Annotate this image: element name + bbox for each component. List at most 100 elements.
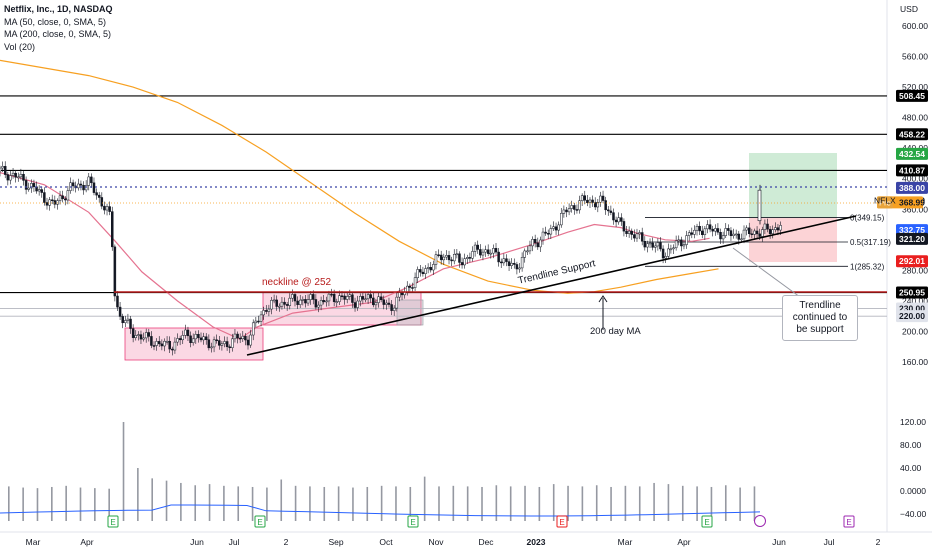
candle-body (50, 199, 54, 202)
candle-body (466, 257, 469, 259)
candle-body (565, 209, 568, 213)
volume-bar (739, 487, 741, 521)
volume-bar (624, 485, 627, 521)
candle-body (700, 230, 704, 235)
price-tag-label-2: 410.87 (899, 165, 925, 175)
candle-body (507, 261, 511, 266)
price-tag-1[interactable] (896, 128, 928, 141)
candle-body (471, 251, 474, 259)
price-tag-label-10: 292.01 (899, 256, 925, 266)
candle-body (108, 206, 111, 212)
candle-body (661, 248, 665, 259)
price-tag-4[interactable] (896, 147, 928, 160)
x-tick-10: Mar (618, 537, 633, 547)
price-tag-12[interactable] (896, 310, 928, 323)
legend-ma200[interactable]: MA (200, close, 0, SMA, 5) (4, 29, 112, 39)
callout-pointer (732, 247, 801, 298)
candle-body (499, 261, 503, 264)
candle-body (220, 343, 224, 346)
candle-body (152, 345, 156, 347)
price-tag-9[interactable] (896, 232, 928, 245)
fib-label-0: 0(349.15) (850, 214, 885, 223)
dividend-marker-icon[interactable] (754, 515, 766, 527)
candle-body (163, 340, 166, 347)
candle-body (439, 254, 443, 261)
price-tag-10[interactable] (896, 255, 928, 268)
candle-body (526, 250, 529, 253)
earnings-marker-4[interactable] (701, 515, 713, 528)
candle-body (392, 307, 396, 311)
candle-body (181, 335, 184, 341)
candle-body (698, 225, 701, 232)
candle-body (617, 217, 620, 223)
trendline-support[interactable] (246, 215, 857, 356)
volume-bar (108, 488, 110, 521)
candle-body (79, 183, 83, 186)
volume-ma-line[interactable] (0, 504, 761, 517)
candle-body (405, 285, 409, 293)
candle-body (492, 248, 495, 254)
candle-body (625, 230, 628, 234)
last-candle-body[interactable] (757, 189, 762, 222)
pattern-box-gray[interactable] (396, 299, 424, 326)
candle-body (497, 251, 500, 263)
candle-body (724, 228, 727, 236)
ma200-label[interactable]: 200 day MA (590, 326, 641, 337)
candle-body (173, 341, 177, 351)
candle-body (528, 245, 532, 252)
candle-body (126, 318, 130, 321)
candle-body (523, 250, 526, 258)
candle-body (197, 333, 200, 339)
candle-body (275, 299, 278, 307)
earnings-marker-1[interactable] (254, 515, 266, 528)
x-tick-5: Sep (328, 537, 343, 547)
trendline-callout[interactable]: Trendline continued to be support (782, 295, 858, 341)
volume-bar (22, 487, 24, 521)
price-tick-6: 360.00 (902, 204, 928, 214)
candle-body (66, 190, 70, 201)
candle-body (560, 213, 563, 226)
candle-body (510, 262, 513, 266)
candle-body (343, 295, 346, 300)
legend-volume[interactable]: Vol (20) (4, 41, 36, 52)
candle-body (411, 287, 414, 289)
earnings-marker-5[interactable] (843, 515, 855, 528)
earnings-marker-label-0: E (110, 518, 115, 527)
candle-body (727, 228, 730, 231)
ma200-line[interactable] (0, 59, 719, 294)
long-position-profit-zone[interactable] (749, 153, 837, 218)
candle-body (599, 195, 602, 203)
candle-body (306, 299, 310, 304)
x-tick-7: Nov (428, 537, 444, 547)
candle-body (484, 249, 487, 253)
volume-bar (581, 486, 584, 521)
earnings-marker-0[interactable] (107, 515, 119, 528)
legend-ma50[interactable]: MA (50, close, 0, SMA, 5) (4, 16, 107, 27)
candle-body (6, 174, 10, 181)
price-tag-2[interactable] (896, 164, 928, 177)
candle-body (359, 296, 362, 302)
candle-body (71, 182, 75, 187)
candle-body (745, 227, 748, 231)
candle-body (238, 337, 242, 340)
candle-body (1, 166, 4, 169)
volume-bar (653, 482, 655, 521)
price-tag-3[interactable] (896, 286, 928, 299)
candle-body (531, 239, 534, 247)
candle-body (766, 223, 769, 230)
earnings-marker-2[interactable] (407, 515, 419, 528)
candle-body (476, 244, 479, 250)
candle-body (750, 233, 754, 235)
candle-body (708, 224, 712, 230)
callout-line-1: Trendline (799, 300, 841, 311)
neckline-label[interactable]: neckline @ 252 (262, 277, 332, 288)
volume-bar (137, 468, 139, 521)
price-tag-5[interactable] (896, 181, 928, 194)
candle-body (223, 341, 226, 345)
earnings-marker-3[interactable] (556, 515, 568, 528)
candle-body (340, 295, 344, 298)
price-tag-0[interactable] (896, 89, 928, 102)
candle-body (424, 268, 427, 275)
legend-title[interactable]: Netflix, Inc., 1D, NASDAQ (4, 4, 113, 14)
